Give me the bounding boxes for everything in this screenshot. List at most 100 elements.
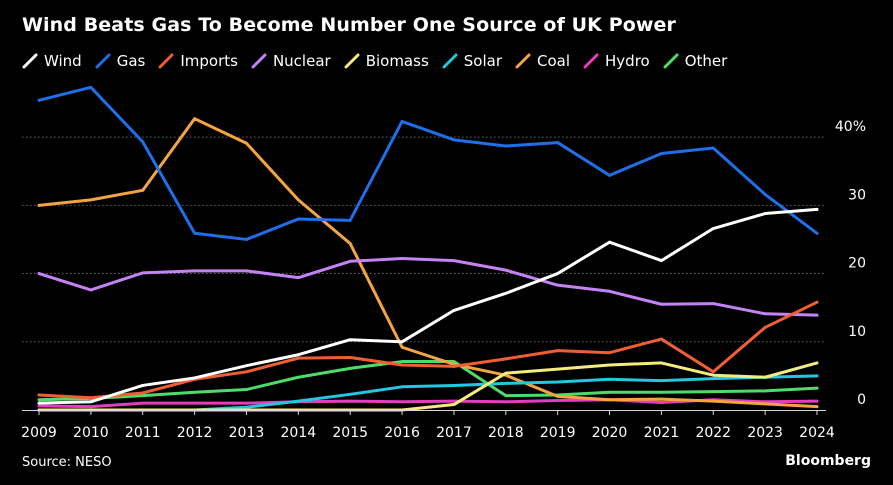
series-wind xyxy=(37,207,819,405)
series-line-gas xyxy=(37,85,819,241)
data-point-other-2015 xyxy=(348,366,352,370)
legend-swatch-other xyxy=(663,53,679,69)
data-point-solar-2021 xyxy=(660,379,663,383)
data-point-wind-2020 xyxy=(608,240,611,244)
data-point-wind-2019 xyxy=(556,272,560,275)
data-point-coal-2020 xyxy=(608,398,611,402)
legend-label-other: Other xyxy=(684,52,728,70)
data-point-coal-2024 xyxy=(815,405,819,408)
x-tick-label-2021: 2021 xyxy=(644,425,680,441)
series-line-imports xyxy=(37,300,819,400)
legend-swatch-nuclear xyxy=(251,53,267,69)
data-point-nuclear-2015 xyxy=(348,259,352,263)
legend-item-wind: Wind xyxy=(22,52,82,70)
series-nuclear xyxy=(37,257,819,317)
legend-item-coal: Coal xyxy=(515,52,570,70)
data-point-coal-2010 xyxy=(89,198,93,202)
data-point-hydro-2021 xyxy=(660,401,663,404)
data-point-nuclear-2014 xyxy=(296,276,300,280)
data-point-hydro-2015 xyxy=(348,399,352,403)
data-point-hydro-2016 xyxy=(400,400,404,404)
data-point-other-2021 xyxy=(660,390,663,394)
data-point-biomass-2020 xyxy=(608,363,611,367)
x-tick-label-2024: 2024 xyxy=(799,425,835,441)
data-point-wind-2023 xyxy=(763,212,767,215)
legend-item-other: Other xyxy=(663,52,728,70)
gridlines xyxy=(22,136,826,343)
data-point-hydro-2012 xyxy=(193,401,197,405)
data-point-wind-2011 xyxy=(141,384,145,387)
x-tick-label-2014: 2014 xyxy=(281,425,317,441)
data-point-imports-2011 xyxy=(141,391,145,395)
x-tick-label-2011: 2011 xyxy=(125,425,161,441)
data-point-nuclear-2023 xyxy=(763,312,767,316)
data-point-nuclear-2020 xyxy=(608,289,611,293)
legend-item-gas: Gas xyxy=(95,52,145,70)
data-point-other-2014 xyxy=(296,375,300,379)
data-point-hydro-2011 xyxy=(141,401,145,405)
data-point-biomass-2023 xyxy=(763,375,767,379)
x-tick-label-2013: 2013 xyxy=(229,425,265,441)
data-point-wind-2017 xyxy=(452,308,456,312)
y-tick-label-30: 30 xyxy=(848,187,866,203)
data-point-wind-2018 xyxy=(504,291,508,295)
data-point-wind-2013 xyxy=(245,364,248,368)
x-tick-label-2017: 2017 xyxy=(436,425,472,441)
x-tick-label-2019: 2019 xyxy=(540,425,576,441)
legend-label-biomass: Biomass xyxy=(365,52,429,70)
data-point-biomass-2022 xyxy=(711,373,715,377)
legend-label-hydro: Hydro xyxy=(605,52,650,70)
data-point-hydro-2009 xyxy=(37,404,41,408)
data-point-wind-2016 xyxy=(400,340,404,344)
x-tick-label-2016: 2016 xyxy=(384,425,420,441)
data-point-wind-2021 xyxy=(660,259,663,262)
data-point-biomass-2017 xyxy=(452,403,456,406)
legend-swatch-hydro xyxy=(583,53,599,69)
y-tick-label-0: 0 xyxy=(857,392,866,408)
legend-label-imports: Imports xyxy=(180,52,238,70)
data-point-solar-2022 xyxy=(711,377,715,381)
data-point-imports-2018 xyxy=(504,357,508,361)
data-point-other-2023 xyxy=(763,389,767,393)
data-point-solar-2019 xyxy=(556,380,560,384)
source-note: Source: NESO xyxy=(22,455,112,470)
data-point-coal-2023 xyxy=(763,402,767,406)
data-point-solar-2017 xyxy=(452,384,456,387)
data-point-hydro-2017 xyxy=(452,399,456,403)
data-point-solar-2013 xyxy=(245,405,248,409)
data-point-coal-2009 xyxy=(37,203,41,207)
data-point-other-2017 xyxy=(452,360,456,363)
data-point-biomass-2019 xyxy=(556,367,560,371)
data-point-solar-2018 xyxy=(504,381,508,385)
data-point-coal-2011 xyxy=(141,188,145,192)
data-point-imports-2020 xyxy=(608,351,611,355)
data-point-wind-2024 xyxy=(815,208,819,211)
data-point-hydro-2018 xyxy=(504,400,508,404)
data-point-gas-2009 xyxy=(37,98,41,102)
data-point-nuclear-2018 xyxy=(504,268,508,272)
data-point-gas-2014 xyxy=(296,217,300,221)
data-point-wind-2009 xyxy=(37,401,41,405)
data-point-gas-2012 xyxy=(193,231,197,235)
legend-label-solar: Solar xyxy=(463,52,502,70)
data-point-gas-2016 xyxy=(400,120,404,123)
data-point-imports-2022 xyxy=(711,370,715,374)
data-point-nuclear-2016 xyxy=(400,257,404,260)
series-line-nuclear xyxy=(37,257,819,317)
x-tick-label-2020: 2020 xyxy=(592,425,628,441)
data-point-solar-2016 xyxy=(400,385,404,389)
x-tick-label-2015: 2015 xyxy=(332,425,368,441)
data-point-nuclear-2019 xyxy=(556,283,560,287)
legend-item-biomass: Biomass xyxy=(344,52,429,70)
data-point-other-2018 xyxy=(504,394,508,398)
data-point-nuclear-2021 xyxy=(660,302,663,306)
data-point-gas-2010 xyxy=(89,85,93,89)
data-point-wind-2010 xyxy=(89,400,93,404)
axes: 0 10 20 30 40% 2009 2010 2011 2012 2013 2014 2015 20… xyxy=(21,119,866,441)
data-point-nuclear-2009 xyxy=(37,272,41,275)
data-point-imports-2017 xyxy=(452,364,456,368)
data-point-gas-2019 xyxy=(556,141,560,144)
legend-label-nuclear: Nuclear xyxy=(272,52,331,70)
data-point-nuclear-2010 xyxy=(89,288,93,292)
